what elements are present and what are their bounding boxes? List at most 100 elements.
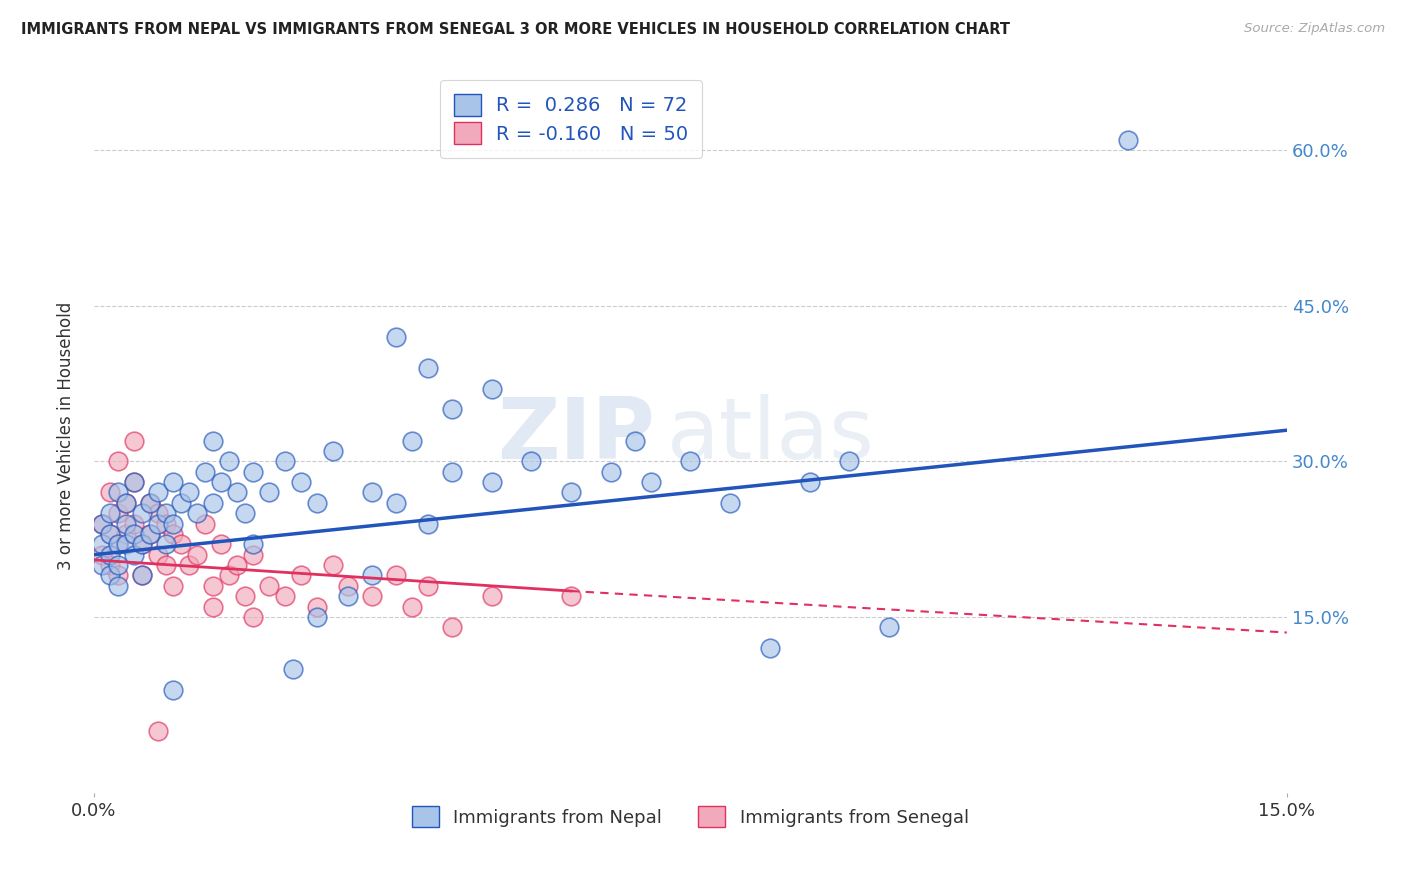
Point [90, 516, 112, 531]
Point [274, 454, 297, 468]
Point [179, 485, 201, 500]
Point [281, 662, 304, 676]
Point [114, 516, 136, 531]
Point [194, 465, 217, 479]
Point [155, 558, 177, 573]
Point [114, 537, 136, 551]
Point [186, 506, 208, 520]
Point [361, 485, 384, 500]
Point [599, 465, 621, 479]
Point [90, 537, 112, 551]
Point [162, 579, 184, 593]
Point [520, 454, 543, 468]
Point [385, 330, 408, 344]
Y-axis label: 3 or more Vehicles in Household: 3 or more Vehicles in Household [58, 301, 75, 569]
Point [218, 568, 240, 582]
Point [114, 496, 136, 510]
Point [155, 516, 177, 531]
Point [131, 568, 153, 582]
Point [440, 402, 463, 417]
Point [202, 434, 225, 448]
Point [98, 548, 121, 562]
Point [257, 485, 280, 500]
Point [179, 558, 201, 573]
Point [274, 589, 297, 603]
Point [98, 506, 121, 520]
Point [321, 444, 343, 458]
Point [226, 558, 249, 573]
Legend: Immigrants from Nepal, Immigrants from Senegal: Immigrants from Nepal, Immigrants from S… [405, 799, 976, 834]
Point [242, 610, 264, 624]
Point [162, 475, 184, 489]
Point [107, 568, 129, 582]
Point [233, 506, 256, 520]
Point [305, 610, 328, 624]
Text: atlas: atlas [666, 394, 875, 477]
Point [321, 558, 343, 573]
Point [416, 516, 439, 531]
Point [98, 527, 121, 541]
Point [98, 558, 121, 573]
Point [481, 589, 503, 603]
Point [560, 589, 582, 603]
Point [401, 434, 423, 448]
Point [440, 620, 463, 634]
Point [170, 537, 193, 551]
Point [98, 568, 121, 582]
Point [481, 475, 503, 489]
Point [138, 496, 160, 510]
Point [623, 434, 645, 448]
Point [290, 475, 312, 489]
Point [146, 485, 169, 500]
Point [242, 537, 264, 551]
Point [385, 568, 408, 582]
Point [122, 548, 145, 562]
Point [122, 475, 145, 489]
Text: Source: ZipAtlas.com: Source: ZipAtlas.com [1244, 22, 1385, 36]
Point [679, 454, 702, 468]
Point [416, 361, 439, 376]
Point [155, 537, 177, 551]
Point [401, 599, 423, 614]
Point [233, 589, 256, 603]
Point [131, 537, 153, 551]
Point [98, 485, 121, 500]
Text: IMMIGRANTS FROM NEPAL VS IMMIGRANTS FROM SENEGAL 3 OR MORE VEHICLES IN HOUSEHOLD: IMMIGRANTS FROM NEPAL VS IMMIGRANTS FROM… [21, 22, 1010, 37]
Point [186, 548, 208, 562]
Point [481, 382, 503, 396]
Point [290, 568, 312, 582]
Point [122, 527, 145, 541]
Point [107, 506, 129, 520]
Point [1116, 133, 1139, 147]
Point [440, 465, 463, 479]
Point [138, 527, 160, 541]
Point [361, 568, 384, 582]
Point [218, 454, 240, 468]
Point [242, 465, 264, 479]
Point [337, 589, 360, 603]
Point [90, 558, 112, 573]
Point [202, 496, 225, 510]
Point [838, 454, 860, 468]
Point [90, 516, 112, 531]
Point [122, 475, 145, 489]
Point [107, 485, 129, 500]
Point [385, 496, 408, 510]
Point [131, 568, 153, 582]
Point [114, 496, 136, 510]
Point [416, 579, 439, 593]
Point [146, 506, 169, 520]
Point [98, 527, 121, 541]
Point [209, 475, 232, 489]
Point [257, 579, 280, 593]
Point [114, 527, 136, 541]
Point [202, 599, 225, 614]
Point [138, 496, 160, 510]
Point [337, 579, 360, 593]
Point [194, 516, 217, 531]
Point [122, 516, 145, 531]
Point [305, 496, 328, 510]
Point [170, 496, 193, 510]
Point [162, 682, 184, 697]
Point [107, 558, 129, 573]
